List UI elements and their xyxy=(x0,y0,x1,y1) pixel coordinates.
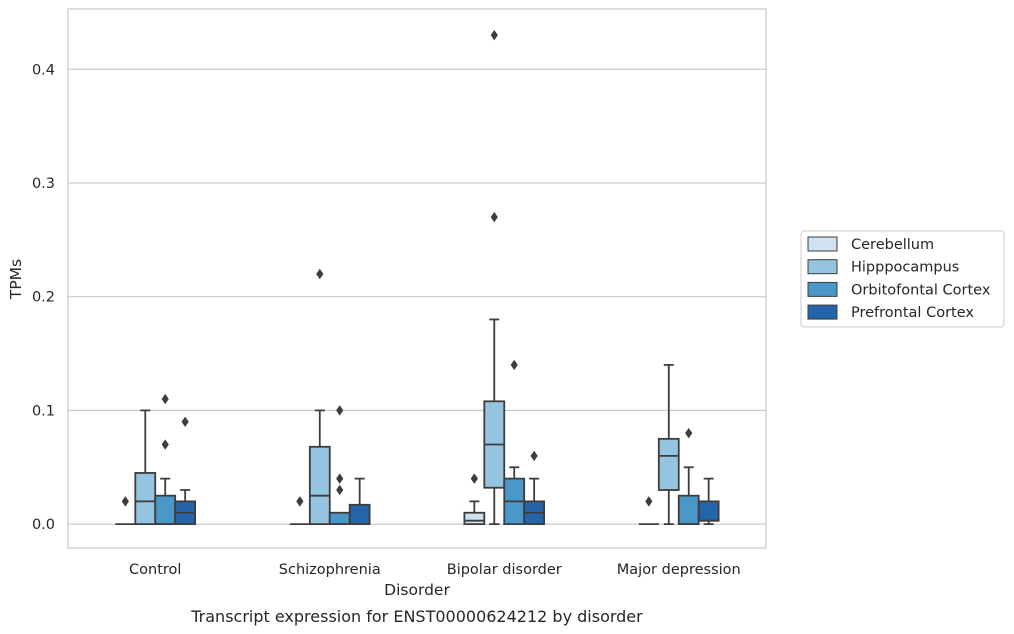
outlier-point xyxy=(336,484,344,496)
outlier-point xyxy=(645,496,653,507)
box-prefrontal-cortex xyxy=(174,416,197,526)
legend-label: Cerebellum xyxy=(851,237,934,253)
box-body xyxy=(463,511,486,526)
box-body xyxy=(697,500,720,522)
legend-label: Prefrontal Cortex xyxy=(851,305,974,321)
legend: Cerebellum Hipppocampus Orbitofontal Corte… xyxy=(800,230,1005,328)
box-body xyxy=(348,503,371,526)
outlier-point xyxy=(336,473,344,484)
x-tick-label: Major depression xyxy=(617,562,741,578)
box-hipppocampus xyxy=(657,364,680,526)
outlier-point xyxy=(490,29,498,41)
box-cerebellum xyxy=(463,473,486,526)
x-tick-label: Control xyxy=(129,562,181,578)
box-orbitofontal-cortex xyxy=(503,359,526,526)
box-prefrontal-cortex xyxy=(523,450,546,526)
outlier-point xyxy=(470,473,478,484)
box-body xyxy=(308,445,331,526)
legend-entries: Cerebellum Hipppocampus Orbitofontal Corte… xyxy=(807,236,991,321)
box-orbitofontal-cortex xyxy=(328,405,351,526)
outlier-point xyxy=(161,439,169,450)
box-cerebellum xyxy=(289,496,310,526)
box-hipppocampus xyxy=(308,268,331,526)
legend-frame xyxy=(800,230,1005,328)
outlier-point xyxy=(685,427,693,439)
box-body xyxy=(154,494,177,526)
box-orbitofontal-cortex xyxy=(154,393,177,526)
outlier-point xyxy=(336,405,344,416)
x-tick-label: Bipolar disorder xyxy=(447,562,562,578)
x-tick-label: Schizophrenia xyxy=(279,562,381,578)
box-body xyxy=(657,437,680,491)
legend-label: Hipppocampus xyxy=(851,260,959,276)
box-body xyxy=(134,472,157,526)
y-tick-label: 0.2 xyxy=(32,290,55,306)
outlier-point xyxy=(296,496,304,507)
legend-swatch xyxy=(807,236,838,252)
box-cerebellum xyxy=(638,496,659,526)
box-body xyxy=(328,511,351,526)
legend-label: Orbitofontal Cortex xyxy=(851,282,991,298)
box-prefrontal-cortex xyxy=(348,477,371,526)
x-axis-label: Disorder xyxy=(384,581,450,599)
y-tick-label: 0.3 xyxy=(32,176,55,192)
y-axis-label: TPMs xyxy=(7,259,25,300)
legend-swatch xyxy=(807,304,838,320)
y-tick-label: 0.0 xyxy=(32,517,55,533)
box-cerebellum xyxy=(115,496,136,526)
y-tick-label: 0.4 xyxy=(32,62,55,78)
outlier-point xyxy=(181,416,189,427)
outlier-point xyxy=(490,211,498,223)
x-axis-ticks: Control Schizophrenia Bipolar disorder Majo… xyxy=(129,562,741,578)
outlier-point xyxy=(161,393,169,405)
plot-area-frame xyxy=(67,8,767,549)
figure-caption: Transcript expression for ENST0000062421… xyxy=(190,607,643,626)
outlier-point xyxy=(510,359,518,371)
box-hipppocampus xyxy=(134,409,157,526)
box-layer xyxy=(115,29,720,526)
outlier-point xyxy=(316,268,324,280)
y-axis-ticks: 0.0 0.1 0.2 0.3 0.4 xyxy=(32,62,55,533)
y-tick-label: 0.1 xyxy=(32,403,55,419)
box-orbitofontal-cortex xyxy=(677,427,700,526)
outlier-point xyxy=(121,496,129,507)
box-prefrontal-cortex xyxy=(697,477,720,526)
box-body xyxy=(677,494,700,526)
legend-swatch xyxy=(807,281,838,297)
legend-swatch xyxy=(807,259,838,275)
box-hipppocampus xyxy=(483,29,506,526)
outlier-point xyxy=(530,450,538,462)
